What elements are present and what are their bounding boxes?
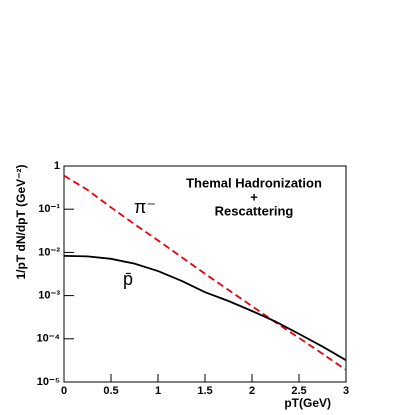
series-label: π⁻ <box>134 197 156 217</box>
x-axis-label: pT(GeV) <box>284 396 331 410</box>
x-tick-label: 2 <box>249 385 255 397</box>
y-tick-label: 1 <box>54 160 60 172</box>
y-tick-label: 10⁻¹ <box>38 203 60 215</box>
series-line <box>63 254 347 361</box>
x-tick-label: 0.5 <box>103 385 118 397</box>
annotation: + <box>250 189 258 204</box>
x-tick-label: 0 <box>61 385 67 397</box>
y-axis-label: 1/pT dN/dpT (GeV⁻²) <box>14 165 28 280</box>
series-label: p̄ <box>123 269 133 289</box>
plot-frame <box>63 165 347 383</box>
x-tick-label: 1.5 <box>197 385 212 397</box>
x-tick-label: 1 <box>155 385 161 397</box>
series-line <box>63 174 347 371</box>
y-tick-label: 10⁻³ <box>38 290 60 302</box>
y-tick-label: 10⁻⁴ <box>37 333 60 345</box>
x-tick-label: 2.5 <box>291 385 306 397</box>
annotation: Rescattering <box>215 203 294 218</box>
y-tick-label: 10⁻² <box>38 246 60 258</box>
annotation: Themal Hadronization <box>186 175 322 190</box>
x-tick-label: 3 <box>343 385 349 397</box>
y-tick-label: 10⁻⁵ <box>37 376 60 388</box>
